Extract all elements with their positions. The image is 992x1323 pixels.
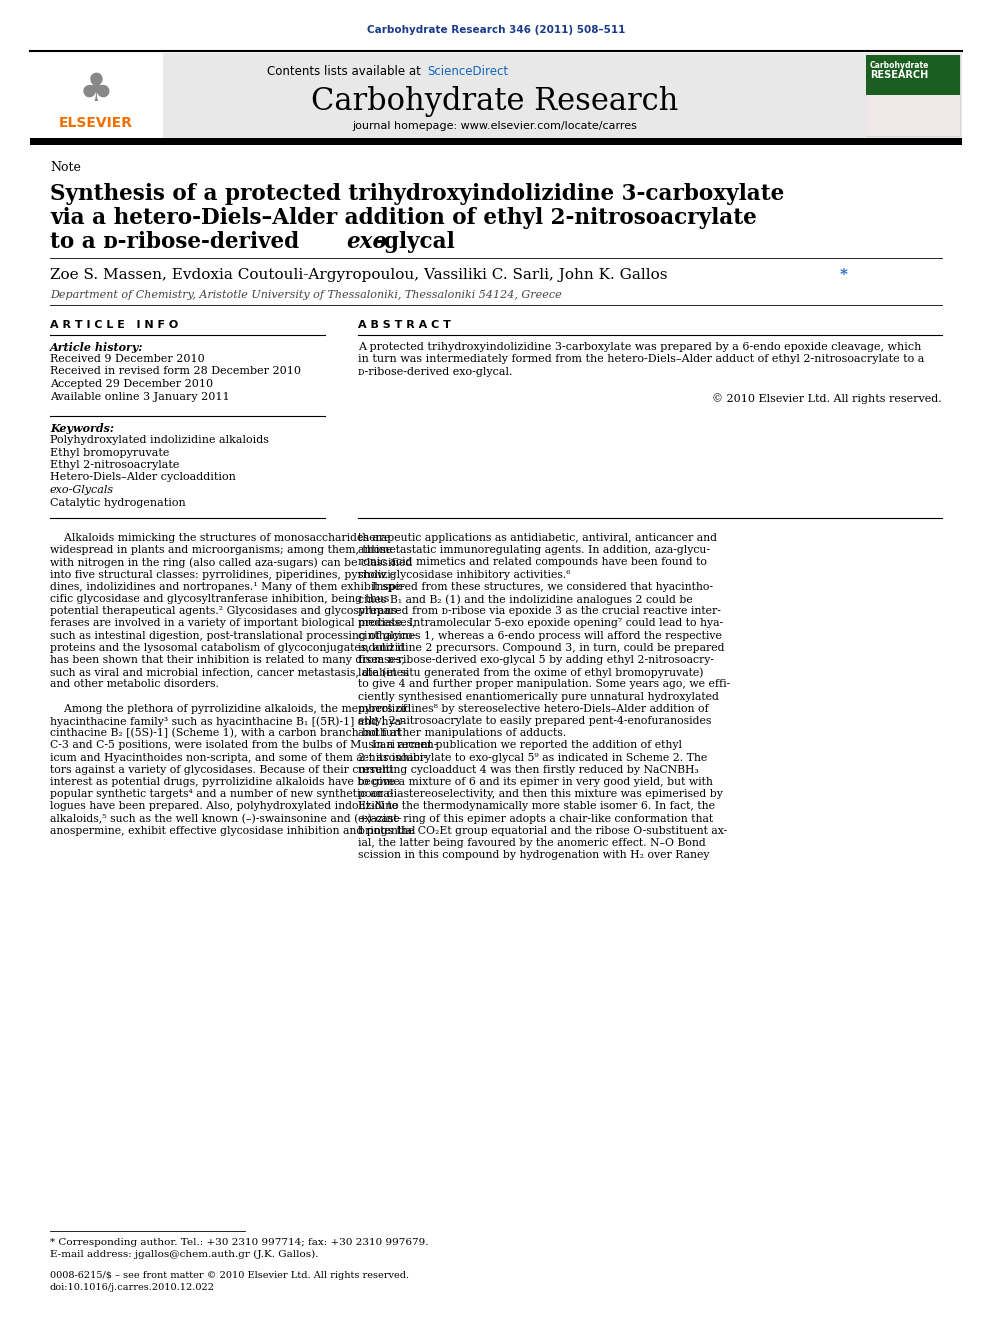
Text: Synthesis of a protected trihydroxyindolizidine 3-carboxylate: Synthesis of a protected trihydroxyindol… xyxy=(50,183,785,205)
Text: journal homepage: www.elsevier.com/locate/carres: journal homepage: www.elsevier.com/locat… xyxy=(352,120,638,131)
Text: Zoe S. Massen, Evdoxia Coutouli-Argyropoulou, Vassiliki C. Sarli, John K. Gallos: Zoe S. Massen, Evdoxia Coutouli-Argyropo… xyxy=(50,269,673,282)
Text: oxazine ring of this epimer adopts a chair-like conformation that: oxazine ring of this epimer adopts a cha… xyxy=(358,814,713,824)
Text: logues have been prepared. Also, polyhydroxylated indolizidine: logues have been prepared. Also, polyhyd… xyxy=(50,802,399,811)
Text: ᴅ-ribose-derived exo-glycal.: ᴅ-ribose-derived exo-glycal. xyxy=(358,366,513,377)
Text: Among the plethora of pyrrolizidine alkaloids, the members of: Among the plethora of pyrrolizidine alka… xyxy=(50,704,407,714)
Text: brings the CO₂Et group equatorial and the ribose O-substituent ax-: brings the CO₂Et group equatorial and th… xyxy=(358,826,727,836)
Text: Hetero-Diels–Alder cycloaddition: Hetero-Diels–Alder cycloaddition xyxy=(50,472,236,483)
FancyBboxPatch shape xyxy=(866,56,960,95)
Text: tors against a variety of glycosidases. Because of their current: tors against a variety of glycosidases. … xyxy=(50,765,394,775)
Text: cinthacine B₂ [(5S)-1] (Scheme 1), with a carbon branch both at: cinthacine B₂ [(5S)-1] (Scheme 1), with … xyxy=(50,728,401,738)
Text: such as intestinal digestion, post-translational processing of glyco-: such as intestinal digestion, post-trans… xyxy=(50,631,416,640)
Text: mediate. Intramolecular 5-exo epoxide opening⁷ could lead to hya-: mediate. Intramolecular 5-exo epoxide op… xyxy=(358,618,723,628)
Text: Keywords:: Keywords: xyxy=(50,423,114,434)
Text: * Corresponding author. Tel.: +30 2310 997714; fax: +30 2310 997679.: * Corresponding author. Tel.: +30 2310 9… xyxy=(50,1238,429,1248)
Text: RESEARCH: RESEARCH xyxy=(870,70,929,79)
Text: ial, the latter being favoured by the anomeric effect. N–O Bond: ial, the latter being favoured by the an… xyxy=(358,837,705,848)
Text: alkaloids,⁵ such as the well known (–)-swainsonine and (+)-cast-: alkaloids,⁵ such as the well known (–)-s… xyxy=(50,814,401,824)
Text: C-3 and C-5 positions, were isolated from the bulbs of Muscari armen-: C-3 and C-5 positions, were isolated fro… xyxy=(50,741,437,750)
Text: doi:10.1016/j.carres.2010.12.022: doi:10.1016/j.carres.2010.12.022 xyxy=(50,1283,215,1293)
Text: into five structural classes: pyrrolidines, piperidines, pyrrolizi-: into five structural classes: pyrrolidin… xyxy=(50,570,395,579)
Text: ferases are involved in a variety of important biological processes,: ferases are involved in a variety of imp… xyxy=(50,618,416,628)
Text: Inspired from these structures, we considered that hyacintho-: Inspired from these structures, we consi… xyxy=(358,582,713,591)
Text: Ethyl 2-nitrosoacrylate: Ethyl 2-nitrosoacrylate xyxy=(50,460,180,470)
Text: Received 9 December 2010: Received 9 December 2010 xyxy=(50,355,204,364)
FancyBboxPatch shape xyxy=(30,138,962,146)
Text: icum and Hyacinthoides non-scripta, and some of them act as inhibi-: icum and Hyacinthoides non-scripta, and … xyxy=(50,753,427,762)
Text: ♣: ♣ xyxy=(78,71,113,108)
Text: Article history:: Article history: xyxy=(50,343,144,353)
Text: indolizidine 2 precursors. Compound 3, in turn, could be prepared: indolizidine 2 precursors. Compound 3, i… xyxy=(358,643,724,652)
Text: interest as potential drugs, pyrrolizidine alkaloids have become: interest as potential drugs, pyrrolizidi… xyxy=(50,777,400,787)
Text: Accepted 29 December 2010: Accepted 29 December 2010 xyxy=(50,378,213,389)
Text: A protected trihydroxyindolizidine 3-carboxylate was prepared by a 6-endo epoxid: A protected trihydroxyindolizidine 3-car… xyxy=(358,343,922,352)
Text: ethyl 2-nitrosoacrylate to easily prepared pent-4-enofuranosides: ethyl 2-nitrosoacrylate to easily prepar… xyxy=(358,716,711,726)
Text: ronic acid mimetics and related compounds have been found to: ronic acid mimetics and related compound… xyxy=(358,557,707,568)
Text: E-mail address: jgallos@chem.auth.gr (J.K. Gallos).: E-mail address: jgallos@chem.auth.gr (J.… xyxy=(50,1250,318,1259)
Text: via a hetero-Diels–Alder addition of ethyl 2-nitrosoacrylate: via a hetero-Diels–Alder addition of eth… xyxy=(50,206,757,229)
Text: exo: exo xyxy=(346,232,387,253)
Text: has been shown that their inhibition is related to many diseases,: has been shown that their inhibition is … xyxy=(50,655,405,665)
Text: scission in this compound by hydrogenation with H₂ over Raney: scission in this compound by hydrogenati… xyxy=(358,851,709,860)
Text: proteins and the lysosomal catabolism of glycoconjugates, and it: proteins and the lysosomal catabolism of… xyxy=(50,643,405,652)
Text: © 2010 Elsevier Ltd. All rights reserved.: © 2010 Elsevier Ltd. All rights reserved… xyxy=(712,393,942,404)
Text: cific glycosidase and glycosyltranferase inhibition, being thus: cific glycosidase and glycosyltranferase… xyxy=(50,594,389,605)
Text: therapeutic applications as antidiabetic, antiviral, anticancer and: therapeutic applications as antidiabetic… xyxy=(358,533,717,542)
Text: ciently synthesised enantiomerically pure unnatural hydroxylated: ciently synthesised enantiomerically pur… xyxy=(358,692,719,701)
Text: Contents lists available at: Contents lists available at xyxy=(268,65,425,78)
Text: antimetastatic immunoregulating agents. In addition, aza-glycu-: antimetastatic immunoregulating agents. … xyxy=(358,545,710,556)
Text: Catalytic hydrogenation: Catalytic hydrogenation xyxy=(50,497,186,508)
FancyBboxPatch shape xyxy=(866,95,960,136)
Text: popular synthetic targets⁴ and a number of new synthetic ana-: popular synthetic targets⁴ and a number … xyxy=(50,790,394,799)
Text: prepared from ᴅ-ribose via epoxide 3 as the crucial reactive inter-: prepared from ᴅ-ribose via epoxide 3 as … xyxy=(358,606,721,617)
Text: with nitrogen in the ring (also called aza-sugars) can be classified: with nitrogen in the ring (also called a… xyxy=(50,557,413,568)
Text: Alkaloids mimicking the structures of monosaccharides are: Alkaloids mimicking the structures of mo… xyxy=(50,533,391,542)
Text: and other metabolic disorders.: and other metabolic disorders. xyxy=(50,680,219,689)
FancyBboxPatch shape xyxy=(866,56,960,136)
FancyBboxPatch shape xyxy=(30,53,962,138)
Text: Available online 3 January 2011: Available online 3 January 2011 xyxy=(50,392,229,401)
Text: Carbohydrate Research: Carbohydrate Research xyxy=(311,86,679,116)
Text: cinthacines 1, whereas a 6-endo process will afford the respective: cinthacines 1, whereas a 6-endo process … xyxy=(358,631,722,640)
Text: pyrrolizidines⁸ by stereoselective hetero-Diels–Alder addition of: pyrrolizidines⁸ by stereoselective heter… xyxy=(358,704,708,714)
Text: and further manipulations of adducts.: and further manipulations of adducts. xyxy=(358,728,566,738)
Text: Carbohydrate: Carbohydrate xyxy=(870,61,930,70)
Text: Department of Chemistry, Aristotle University of Thessaloniki, Thessaloniki 5412: Department of Chemistry, Aristotle Unive… xyxy=(50,290,561,300)
Text: potential therapeutical agents.² Glycosidases and glycosyltrans-: potential therapeutical agents.² Glycosi… xyxy=(50,606,401,617)
Text: such as viral and microbial infection, cancer metastasis, diabetes: such as viral and microbial infection, c… xyxy=(50,667,409,677)
Text: -glycal: -glycal xyxy=(376,232,455,253)
Text: dines, indolizidines and nortropanes.¹ Many of them exhibit spe-: dines, indolizidines and nortropanes.¹ M… xyxy=(50,582,405,591)
Text: ScienceDirect: ScienceDirect xyxy=(427,65,508,78)
Text: to a ᴅ-ribose-derived: to a ᴅ-ribose-derived xyxy=(50,232,307,253)
Text: to give a mixture of 6 and its epimer in very good yield, but with: to give a mixture of 6 and its epimer in… xyxy=(358,777,713,787)
Text: late (in situ generated from the oxime of ethyl bromopyruvate): late (in situ generated from the oxime o… xyxy=(358,667,703,677)
Text: A B S T R A C T: A B S T R A C T xyxy=(358,320,451,329)
Text: 0008-6215/$ – see front matter © 2010 Elsevier Ltd. All rights reserved.: 0008-6215/$ – see front matter © 2010 El… xyxy=(50,1271,409,1279)
Text: show glycosidase inhibitory activities.⁶: show glycosidase inhibitory activities.⁶ xyxy=(358,570,570,579)
Text: exo-Glycals: exo-Glycals xyxy=(50,486,114,495)
Text: widespread in plants and microorganisms; among them, those: widespread in plants and microorganisms;… xyxy=(50,545,392,556)
Text: from ᴅ-ribose-derived exo-glycal 5 by adding ethyl 2-nitrosoacry-: from ᴅ-ribose-derived exo-glycal 5 by ad… xyxy=(358,655,714,665)
Text: hyacinthacine family³ such as hyacinthacine B₁ [(5R)-1] and hya-: hyacinthacine family³ such as hyacinthac… xyxy=(50,716,405,726)
Text: Et₃N to the thermodynamically more stable isomer 6. In fact, the: Et₃N to the thermodynamically more stabl… xyxy=(358,802,715,811)
Text: Received in revised form 28 December 2010: Received in revised form 28 December 201… xyxy=(50,366,301,377)
Text: In a recent publication we reported the addition of ethyl: In a recent publication we reported the … xyxy=(358,741,682,750)
Text: A R T I C L E   I N F O: A R T I C L E I N F O xyxy=(50,320,179,329)
Text: in turn was intermediately formed from the hetero-Diels–Alder adduct of ethyl 2-: in turn was intermediately formed from t… xyxy=(358,355,925,365)
Text: cines B₁ and B₂ (1) and the indolizidine analogues 2 could be: cines B₁ and B₂ (1) and the indolizidine… xyxy=(358,594,692,605)
Text: anospermine, exhibit effective glycosidase inhibition and potential: anospermine, exhibit effective glycosida… xyxy=(50,826,416,836)
Text: Carbohydrate Research 346 (2011) 508–511: Carbohydrate Research 346 (2011) 508–511 xyxy=(367,25,625,34)
Text: 2-nitrosoacrylate to exo-glycal 5⁹ as indicated in Scheme 2. The: 2-nitrosoacrylate to exo-glycal 5⁹ as in… xyxy=(358,753,707,762)
Text: Polyhydroxylated indolizidine alkaloids: Polyhydroxylated indolizidine alkaloids xyxy=(50,435,269,445)
Text: resulting cycloadduct 4 was then firstly reduced by NaCNBH₃: resulting cycloadduct 4 was then firstly… xyxy=(358,765,698,775)
Text: Ethyl bromopyruvate: Ethyl bromopyruvate xyxy=(50,447,170,458)
Text: *: * xyxy=(840,269,848,282)
FancyBboxPatch shape xyxy=(30,53,163,138)
Text: Note: Note xyxy=(50,161,81,175)
Text: to give 4 and further proper manipulation. Some years ago, we effi-: to give 4 and further proper manipulatio… xyxy=(358,680,730,689)
Text: ELSEVIER: ELSEVIER xyxy=(59,116,133,130)
Text: poor diastereoselectivity, and then this mixture was epimerised by: poor diastereoselectivity, and then this… xyxy=(358,790,723,799)
